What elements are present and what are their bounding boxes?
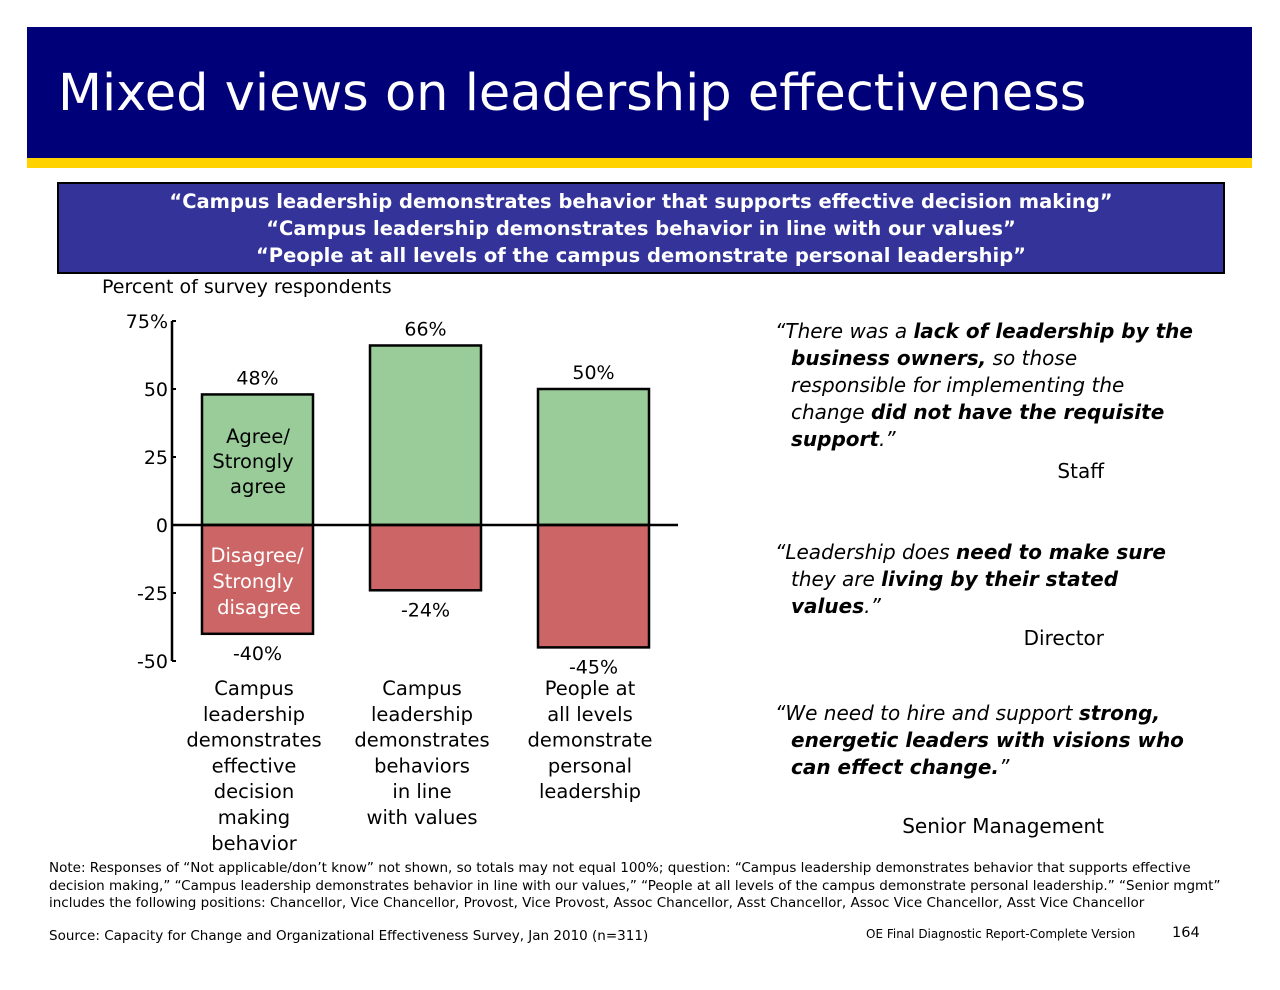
data-label-disagree: -40% xyxy=(233,643,282,665)
survey-question-box: “Campus leadership demonstrates behavior… xyxy=(57,182,1225,274)
title-bar xyxy=(27,27,1252,158)
quote-segment: ” xyxy=(999,755,1010,779)
legend-agree: Strongly xyxy=(212,450,293,473)
quote-segment: “Leadership does xyxy=(775,540,957,564)
x-category-label: behavior xyxy=(211,832,298,855)
x-category-label: Campus xyxy=(214,677,293,700)
x-category-label: demonstrates xyxy=(354,729,489,752)
x-category-label: behaviors xyxy=(374,754,470,777)
quote-segment: “There was a xyxy=(775,319,914,343)
bar-disagree xyxy=(200,523,315,636)
quote-attribution: Staff xyxy=(1057,459,1104,483)
data-label-disagree: -24% xyxy=(401,599,450,621)
quote-segment: .” xyxy=(864,594,881,618)
page-title: Mixed views on leadership effectiveness xyxy=(58,64,1087,123)
x-category-label: leadership xyxy=(371,703,473,726)
y-tick-label: 50 xyxy=(144,379,168,401)
x-category-label: decision xyxy=(214,780,294,803)
quote-segment: they are xyxy=(791,567,882,591)
x-category-label: making xyxy=(218,806,290,829)
legend-agree: agree xyxy=(230,475,286,498)
quote-emphasis: strong, energetic leaders with visions w… xyxy=(791,701,1184,779)
quote-director: “Leadership does need to make sure they … xyxy=(775,539,1195,650)
y-tick-label: 0 xyxy=(156,515,168,537)
legend-disagree: disagree xyxy=(217,596,301,619)
footnote: Note: Responses of “Not applicable/don’t… xyxy=(49,860,1221,911)
quote-emphasis: did not have the requisite support xyxy=(791,400,1165,451)
quote-staff: “There was a lack of leadership by the b… xyxy=(775,318,1195,483)
bar-agree xyxy=(368,344,483,527)
data-label-agree: 48% xyxy=(236,367,278,389)
quote-emphasis: need to make sure xyxy=(956,540,1166,564)
chart-subtitle: Percent of survey respondents xyxy=(102,276,392,298)
survey-question-2: “Campus leadership demonstrates behavior… xyxy=(266,216,1016,240)
quote-senior-management: “We need to hire and support strong, ene… xyxy=(775,700,1195,838)
x-category-label: with values xyxy=(367,806,478,829)
report-label: OE Final Diagnostic Report-Complete Vers… xyxy=(866,927,1136,941)
y-tick-label: -50 xyxy=(137,651,168,673)
quote-emphasis: lack of leadership by the business owner… xyxy=(791,319,1193,370)
bar-agree xyxy=(536,387,651,527)
survey-question-1: “Campus leadership demonstrates behavior… xyxy=(169,189,1113,213)
bar-chart: 75% 50 25 0 -25 -50 48% -40% 66% -24% 50% -45% Agree… xyxy=(126,311,678,855)
data-label-agree: 50% xyxy=(572,362,614,384)
x-category-label: People at xyxy=(545,677,636,700)
x-category-label: Campus xyxy=(382,677,461,700)
x-category-label: personal xyxy=(548,754,632,777)
source-note: Source: Capacity for Change and Organiza… xyxy=(49,928,649,944)
legend-agree: Agree/ xyxy=(226,425,290,448)
x-category-label: all levels xyxy=(547,703,633,726)
legend-disagree: Strongly xyxy=(212,570,293,593)
y-tick-label: 75% xyxy=(126,311,168,333)
quote-text: “Leadership does need to make sure they … xyxy=(775,539,1195,620)
quote-text: “We need to hire and support strong, ene… xyxy=(775,700,1195,781)
x-category-label: leadership xyxy=(539,780,641,803)
y-tick-label: 25 xyxy=(144,447,168,469)
quote-segment: “We need to hire and support xyxy=(775,701,1079,725)
page-number: 164 xyxy=(1172,925,1200,941)
x-category-label: leadership xyxy=(203,703,305,726)
quote-text: “There was a lack of leadership by the b… xyxy=(775,318,1195,453)
quote-attribution: Senior Management xyxy=(902,814,1104,838)
x-category-label: effective xyxy=(212,754,297,777)
quote-emphasis: living by their stated values xyxy=(791,567,1119,618)
data-label-agree: 66% xyxy=(404,318,446,340)
title-accent-stripe xyxy=(27,158,1252,168)
y-tick-label: -25 xyxy=(137,583,168,605)
bar-disagree xyxy=(536,523,651,649)
bar-disagree xyxy=(368,523,483,592)
survey-question-3: “People at all levels of the campus demo… xyxy=(255,243,1026,267)
bar-agree xyxy=(200,393,315,527)
x-category-label: demonstrates xyxy=(186,729,321,752)
quote-segment: so those responsible for implementing th… xyxy=(791,346,1125,424)
legend-disagree: Disagree/ xyxy=(210,544,304,567)
quote-segment: .” xyxy=(878,427,896,451)
x-category-label: in line xyxy=(392,780,451,803)
data-label-disagree: -45% xyxy=(569,656,618,678)
x-category-label: demonstrate xyxy=(527,729,652,752)
quote-attribution: Director xyxy=(1023,626,1104,650)
